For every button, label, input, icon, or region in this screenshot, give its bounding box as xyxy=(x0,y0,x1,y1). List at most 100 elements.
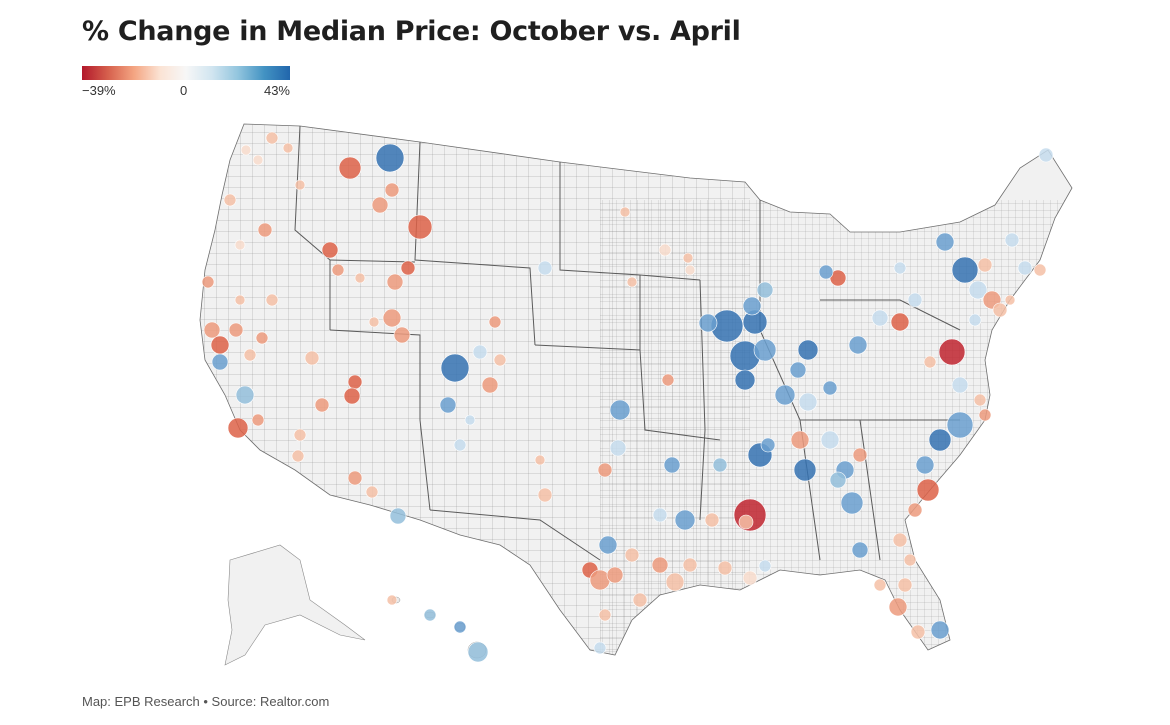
market-bubble xyxy=(343,387,361,405)
market-bubble xyxy=(928,428,952,452)
color-legend: −39% 0 43% xyxy=(82,66,290,99)
market-bubble xyxy=(1004,232,1020,248)
market-bubble xyxy=(265,131,279,145)
market-bubble xyxy=(347,470,363,486)
market-bubble xyxy=(1038,147,1054,163)
market-bubble xyxy=(304,350,320,366)
market-bubble xyxy=(756,281,774,299)
market-bubble xyxy=(257,222,273,238)
market-bubble xyxy=(742,570,758,586)
market-bubble xyxy=(852,447,868,463)
market-bubble xyxy=(774,384,796,406)
market-bubble xyxy=(203,321,221,339)
market-bubble xyxy=(407,214,433,240)
market-bubble xyxy=(400,260,416,276)
market-bubble xyxy=(472,344,488,360)
source-credit: Map: EPB Research • Source: Realtor.com xyxy=(82,694,330,709)
market-bubble xyxy=(234,239,246,251)
market-bubble xyxy=(609,399,631,421)
market-bubble xyxy=(467,641,489,663)
market-bubble xyxy=(347,374,363,390)
market-bubble xyxy=(624,547,640,563)
market-bubble xyxy=(968,313,982,327)
market-bubble xyxy=(389,507,407,525)
market-bubble xyxy=(368,316,380,328)
market-bubble xyxy=(227,417,249,439)
market-bubble xyxy=(255,331,269,345)
legend-gradient-bar xyxy=(82,66,290,80)
market-bubble xyxy=(1017,260,1033,276)
market-bubble xyxy=(871,309,889,327)
market-bubble xyxy=(793,458,817,482)
market-bubble xyxy=(992,302,1008,318)
market-bubble xyxy=(897,577,913,593)
market-bubble xyxy=(386,594,398,606)
market-bubble xyxy=(758,559,772,573)
legend-max-label: 43% xyxy=(263,83,290,98)
market-bubble xyxy=(873,578,887,592)
market-bubble xyxy=(488,315,502,329)
market-bubble xyxy=(293,428,307,442)
market-bubble xyxy=(851,541,869,559)
market-bubble xyxy=(840,491,864,515)
market-bubble xyxy=(228,322,244,338)
market-bubble xyxy=(797,339,819,361)
market-bubble xyxy=(907,502,923,518)
market-bubble xyxy=(888,597,908,617)
market-bubble xyxy=(282,142,294,154)
market-bubble xyxy=(371,196,389,214)
market-bubble xyxy=(674,509,696,531)
market-bubble xyxy=(252,154,264,166)
market-bubble xyxy=(354,272,366,284)
market-bubble xyxy=(973,393,987,407)
state-borders xyxy=(294,125,961,561)
page-title: % Change in Median Price: October vs. Ap… xyxy=(82,16,741,47)
county-grid-east xyxy=(600,200,1072,655)
market-bubble xyxy=(331,263,345,277)
market-bubble xyxy=(265,293,279,307)
legend-min-label: −39% xyxy=(82,83,116,98)
market-bubble xyxy=(822,380,838,396)
market-bubble xyxy=(818,264,834,280)
market-bubble xyxy=(453,438,467,452)
price-change-bubbles xyxy=(201,131,1054,663)
market-bubble xyxy=(626,276,638,288)
market-bubble xyxy=(915,455,935,475)
market-bubble xyxy=(734,369,756,391)
market-bubble xyxy=(440,353,470,383)
market-bubble xyxy=(753,338,777,362)
market-bubble xyxy=(684,264,696,276)
market-bubble xyxy=(658,243,672,257)
market-bubble xyxy=(738,514,754,530)
market-bubble xyxy=(665,572,685,592)
market-bubble xyxy=(251,413,265,427)
market-bubble xyxy=(1033,263,1047,277)
market-bubble xyxy=(663,456,681,474)
market-bubble xyxy=(235,385,255,405)
market-bubble xyxy=(481,376,499,394)
market-bubble xyxy=(632,592,648,608)
market-bubble xyxy=(798,392,818,412)
market-bubble xyxy=(321,241,339,259)
market-bubble xyxy=(609,439,627,457)
market-bubble xyxy=(978,408,992,422)
market-bubble xyxy=(240,144,252,156)
market-bubble xyxy=(365,485,379,499)
market-bubble xyxy=(682,252,694,264)
market-bubble xyxy=(951,376,969,394)
market-bubble xyxy=(742,296,762,316)
market-bubble xyxy=(537,260,553,276)
market-bubble xyxy=(291,449,305,463)
market-bubble xyxy=(210,335,230,355)
market-bubble xyxy=(890,312,910,332)
market-bubble xyxy=(651,556,669,574)
market-bubble xyxy=(892,532,908,548)
market-bubble xyxy=(593,641,607,655)
market-bubble xyxy=(820,430,840,450)
market-bubble xyxy=(453,620,467,634)
market-bubble xyxy=(243,348,257,362)
market-bubble xyxy=(682,557,698,573)
market-bubble xyxy=(704,512,720,528)
market-bubble xyxy=(534,454,546,466)
